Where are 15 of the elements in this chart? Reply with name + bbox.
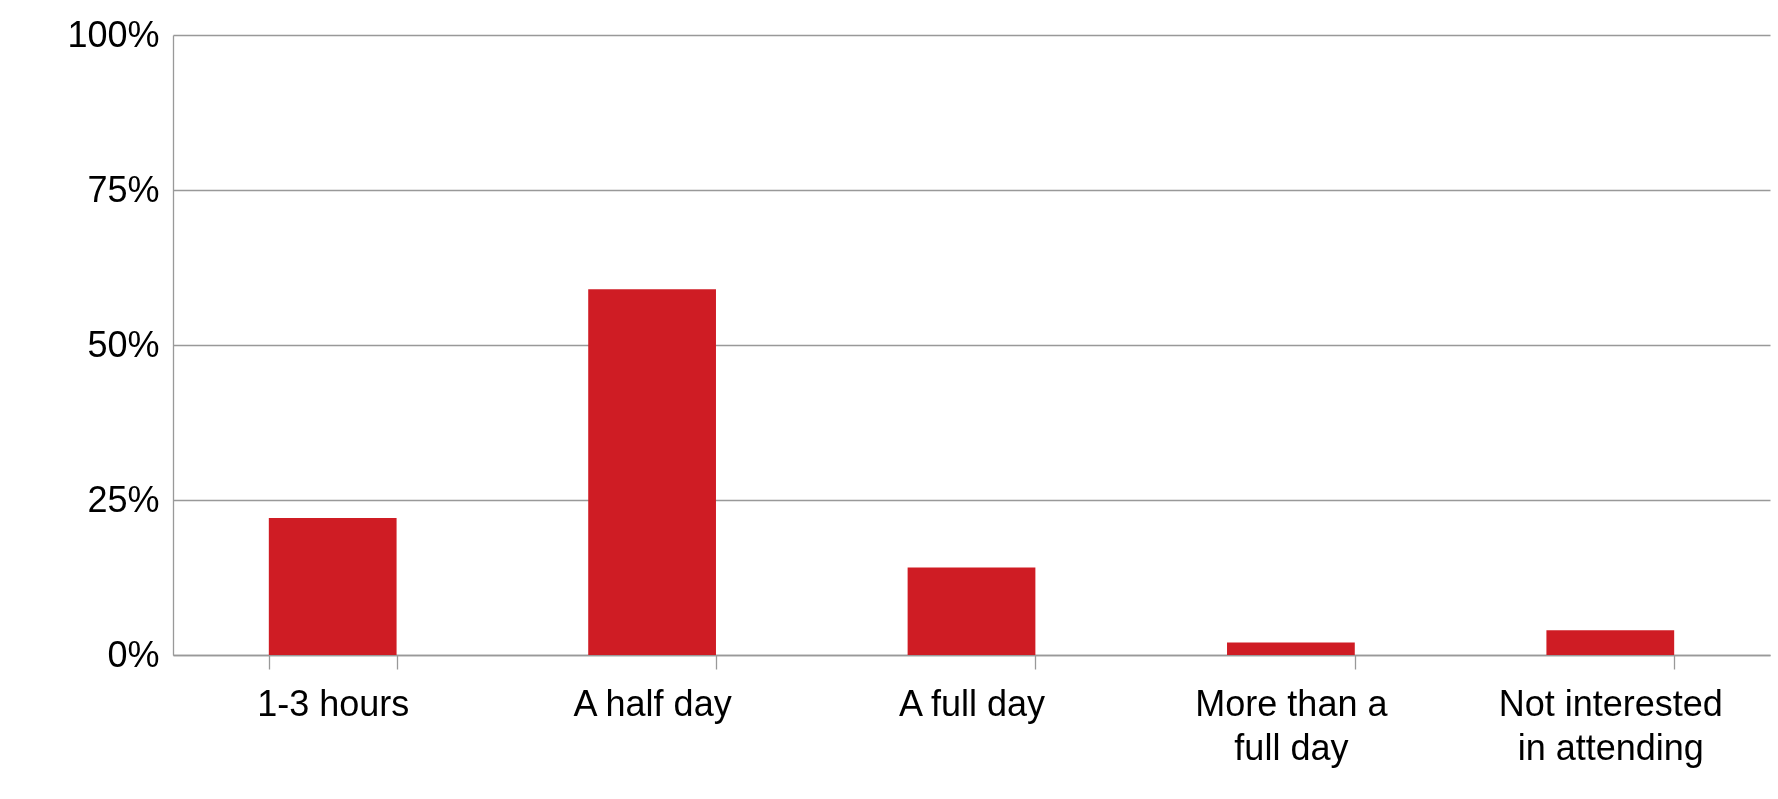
y-tick-label: 75%: [87, 168, 160, 210]
bar: [268, 517, 397, 655]
y-tick-label: 25%: [87, 478, 160, 520]
x-tick-label: A half day: [573, 682, 732, 724]
bar: [907, 567, 1036, 655]
bar: [588, 289, 716, 655]
x-tick-label: A full day: [898, 682, 1046, 724]
bar: [1546, 630, 1675, 655]
y-tick-label: 50%: [87, 323, 160, 365]
x-tick-label: More than a full day: [1195, 682, 1389, 768]
x-tick-label: 1-3 hours: [257, 682, 410, 724]
y-tick-label: 100%: [67, 13, 160, 55]
x-tick-label: Not interested in attending: [1498, 682, 1723, 768]
y-tick-label: 0%: [107, 633, 160, 675]
bar: [1227, 642, 1355, 655]
